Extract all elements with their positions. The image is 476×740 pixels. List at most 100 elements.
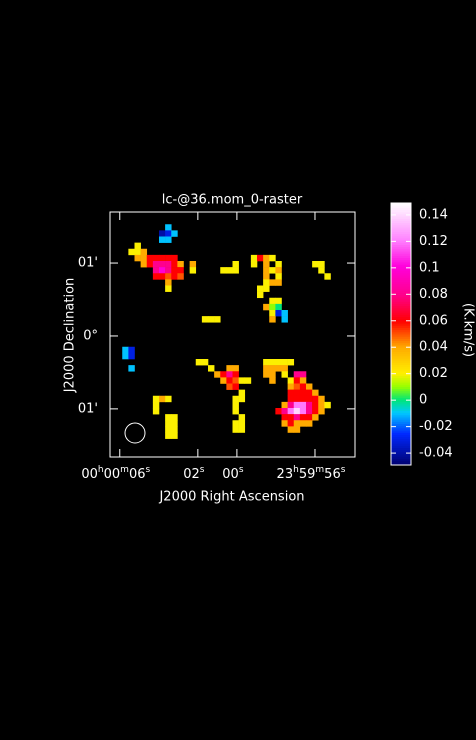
colorbar-strip	[391, 432, 411, 435]
colorbar-strip	[391, 318, 411, 322]
pixel	[128, 352, 135, 360]
pixel	[299, 420, 307, 427]
colorbar-strip	[391, 388, 411, 392]
colorbar-strip	[391, 246, 411, 250]
colorbar-strip	[391, 209, 411, 213]
pixel	[324, 401, 331, 409]
pixel	[165, 261, 172, 268]
x-tick-label: 00h00m06s	[81, 465, 150, 482]
colorbar-strip	[391, 419, 411, 422]
pixel	[287, 420, 295, 427]
pixel	[152, 254, 160, 262]
pixel	[232, 365, 239, 372]
pixel	[263, 261, 270, 268]
pixel	[287, 401, 295, 409]
colorbar-strip	[391, 205, 411, 208]
pixel	[140, 248, 148, 256]
pixel	[275, 303, 282, 311]
pixel	[232, 401, 239, 409]
pixel	[281, 359, 288, 366]
pixel	[152, 408, 160, 415]
colorbar-strip	[391, 462, 411, 466]
pixel	[306, 395, 313, 403]
colorbar-strip	[391, 368, 411, 372]
pixel	[201, 316, 209, 323]
colorbar-strip	[391, 268, 411, 272]
pixel	[269, 310, 276, 317]
colorbar-strip	[391, 375, 411, 379]
colorbar-tick-label: -0.02	[419, 419, 453, 434]
colorbar-strip	[391, 233, 411, 237]
pixel	[263, 303, 270, 311]
colorbar-strip	[391, 242, 411, 245]
pixel	[281, 401, 288, 409]
pixel	[165, 414, 172, 421]
pixel	[293, 426, 301, 433]
pixel	[318, 267, 325, 274]
pixel	[208, 316, 215, 323]
pixel	[171, 414, 178, 421]
colorbar-strip	[391, 447, 411, 451]
pixel	[293, 408, 301, 415]
pixel	[171, 267, 178, 274]
pixel	[269, 377, 276, 384]
pixel	[287, 389, 295, 397]
y-tick-label: 0°	[83, 328, 98, 343]
colorbar-strip	[391, 316, 411, 320]
pixel	[226, 377, 233, 384]
pixel	[269, 359, 276, 366]
pixel	[299, 377, 307, 384]
colorbar-strip	[391, 386, 411, 390]
colorbar-strip	[391, 211, 411, 215]
plot-frame	[109, 211, 356, 458]
pixel	[152, 401, 160, 409]
colorbar-strip	[391, 257, 411, 261]
colorbar-strip	[391, 227, 411, 230]
colorbar-strip	[391, 266, 411, 269]
pixel	[152, 261, 160, 268]
colorbar-strip	[391, 323, 411, 326]
colorbar-strip	[391, 279, 411, 283]
pixel	[152, 267, 160, 274]
pixel	[281, 316, 288, 323]
pixel	[263, 279, 270, 286]
colorbar-strip	[391, 275, 411, 278]
pixel	[275, 408, 282, 415]
pixel	[281, 420, 288, 427]
colorbar-strip	[391, 240, 411, 243]
colorbar-strip	[391, 392, 411, 396]
colorbar-strip	[391, 382, 411, 385]
pixel	[165, 236, 172, 243]
colorbar-strip	[391, 270, 411, 274]
colorbar-tick-label: 0.14	[419, 207, 448, 222]
pixel	[232, 426, 239, 433]
colorbar-strip	[391, 281, 411, 285]
pixel	[226, 383, 233, 390]
colorbar-strip	[391, 451, 411, 455]
colorbar-strip	[391, 299, 411, 302]
colorbar-strip	[391, 203, 411, 206]
colorbar-strip	[391, 325, 411, 328]
colorbar-strip	[391, 406, 411, 409]
colorbar-strip	[391, 384, 411, 387]
pixel	[159, 273, 166, 280]
pixel	[257, 291, 264, 299]
pixel	[293, 420, 301, 427]
colorbar-strip	[391, 460, 411, 464]
colorbar-strip	[391, 438, 411, 442]
colorbar-strip	[391, 436, 411, 440]
colorbar-strip	[391, 290, 411, 294]
pixel	[189, 261, 197, 268]
pixel	[269, 365, 276, 372]
colorbar-strip	[391, 342, 411, 346]
pixel	[171, 426, 178, 433]
colorbar-strip	[391, 336, 411, 339]
pixel	[269, 371, 276, 378]
pixel	[250, 261, 258, 268]
pixel	[269, 254, 276, 262]
pixel	[165, 432, 172, 439]
pixel	[275, 261, 282, 268]
pixel	[171, 254, 178, 262]
pixel	[281, 310, 288, 317]
